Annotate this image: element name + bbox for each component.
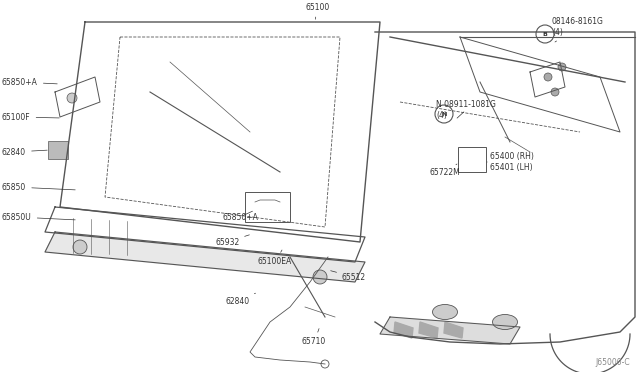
Text: 62840: 62840 (2, 148, 47, 157)
Polygon shape (45, 232, 365, 282)
Text: 65850+A: 65850+A (2, 77, 57, 87)
Polygon shape (394, 322, 413, 338)
Text: 08146-8161G
(4): 08146-8161G (4) (552, 17, 604, 42)
Circle shape (536, 25, 554, 43)
Circle shape (435, 105, 453, 123)
Text: 65400 (RH)
65401 (LH): 65400 (RH) 65401 (LH) (487, 152, 534, 172)
Polygon shape (419, 322, 438, 338)
Text: 65710: 65710 (302, 328, 326, 346)
Ellipse shape (433, 305, 458, 320)
Circle shape (544, 73, 552, 81)
Text: 62840: 62840 (225, 293, 255, 307)
Text: 65850: 65850 (2, 183, 76, 192)
Bar (245, 192, 290, 222)
Text: B: B (543, 32, 547, 36)
Polygon shape (444, 322, 463, 338)
Ellipse shape (493, 314, 518, 330)
Bar (48, 141, 68, 159)
Text: 65850U: 65850U (2, 212, 76, 221)
Circle shape (73, 240, 87, 254)
Circle shape (313, 270, 327, 284)
Polygon shape (380, 317, 520, 344)
Text: 65100F: 65100F (2, 112, 60, 122)
Text: 65100: 65100 (305, 3, 329, 19)
Text: 65512: 65512 (331, 271, 366, 282)
Text: 65722M: 65722M (430, 164, 461, 176)
Circle shape (67, 93, 77, 103)
Text: N: N (442, 112, 447, 116)
Text: 65850+A: 65850+A (222, 211, 258, 221)
Bar (458, 147, 486, 172)
Circle shape (558, 63, 566, 71)
Circle shape (551, 88, 559, 96)
Text: J65000-C: J65000-C (595, 358, 630, 367)
Text: 65100EA: 65100EA (258, 250, 292, 266)
Text: N 08911-1081G
(4): N 08911-1081G (4) (436, 100, 496, 120)
Text: 65932: 65932 (215, 235, 250, 247)
